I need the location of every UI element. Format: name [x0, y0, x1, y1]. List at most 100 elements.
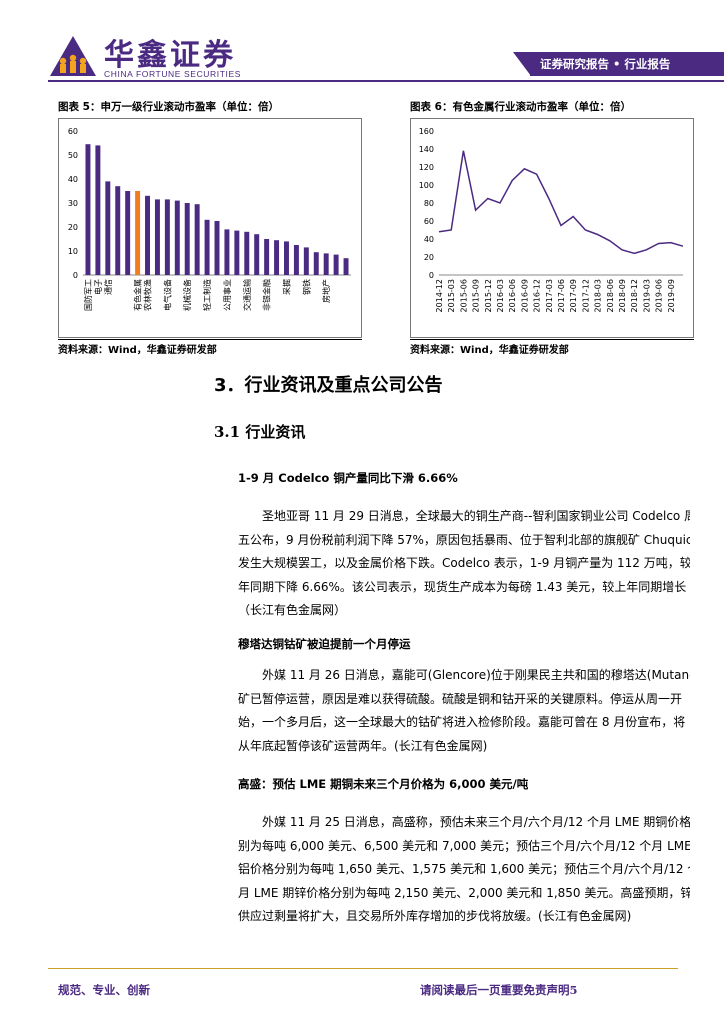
bar: [174, 200, 180, 275]
news-body: 圣地亚哥 11 月 29 日消息，全球最大的铜生产商--智利国家铜业公司 Cod…: [238, 505, 690, 623]
figure6-source: 资料来源：Wind，华鑫证券研发部: [410, 345, 569, 356]
y-tick-label: 30: [68, 199, 78, 208]
bar: [95, 145, 101, 275]
bar: [115, 186, 121, 275]
bar: [343, 258, 349, 275]
bar: [303, 247, 309, 275]
bar: [164, 199, 170, 275]
y-tick-label: 20: [68, 223, 78, 232]
bar: [313, 252, 319, 275]
bar: [194, 204, 200, 275]
x-tick-label: 钢铁: [301, 279, 311, 295]
x-tick-label: 轻工制造: [202, 279, 212, 311]
x-tick-label: 2017-12: [581, 279, 590, 312]
report-type-banner: [530, 52, 724, 76]
y-tick-label: 10: [68, 247, 78, 256]
news-line: 始，一个多月后，这一全球最大的钴矿将进入检修阶段。嘉能可曾在 8 月份宣布，将: [238, 715, 686, 729]
x-tick-label: 采掘: [281, 279, 291, 295]
news-line: 发生大规模罢工，以及金属价格下跌。Codelco 表示，1-9 月铜产量为 11…: [238, 556, 690, 570]
x-tick-label: 2015-06: [459, 279, 468, 312]
news-line: 年同期下降 6.66%。该公司表示，现货生产成本为每磅 1.43 美元，较上年同…: [238, 579, 690, 594]
x-tick-label: 电子: [93, 279, 103, 295]
news-line: 圣地亚哥 11 月 29 日消息，全球最大的铜生产商--智利国家铜业公司 Cod…: [262, 509, 690, 523]
bar: [135, 191, 141, 275]
y-tick-label: 20: [424, 253, 434, 262]
news-line: 矿已暂停运营，原因是难以获得硫酸。硫酸是铜和钴开采的关键原料。停运从周一开: [238, 691, 683, 706]
x-tick-label: 电气设备: [162, 279, 172, 311]
y-tick-label: 80: [424, 199, 434, 208]
y-tick-label: 60: [424, 217, 434, 226]
x-tick-label: 2017-03: [545, 279, 554, 312]
report-type-label: 证券研究报告 • 行业报告: [540, 57, 671, 71]
news-title: 穆塔达铜钴矿被迫提前一个月停运: [238, 637, 411, 651]
footer-disclaimer: 请阅读最后一页重要免责声明5: [420, 983, 578, 997]
y-tick-label: 140: [419, 145, 434, 154]
bar: [224, 229, 230, 275]
footer-slogan: 规范、专业、创新: [58, 983, 150, 997]
news-line: 月 LME 期锌价格分别为每吨 2,150 美元、2,000 美元和 1,850…: [238, 885, 690, 900]
figure5-caption: 图表 5：申万一级行业滚动市盈率（单位：倍）: [58, 101, 279, 113]
x-tick-label: 2019-06: [655, 279, 664, 312]
x-tick-label: 非银金融: [262, 279, 272, 311]
news-line: 铝价格分别为每吨 1,650 美元、1,575 美元和 1,600 美元；预估三…: [238, 862, 690, 876]
brand-name-en: CHINA FORTUNE SECURITIES: [104, 69, 242, 79]
figure5-source-rule: [58, 339, 362, 340]
y-tick-label: 160: [419, 127, 434, 136]
bar: [234, 230, 240, 275]
bar: [85, 144, 91, 275]
news-line: 别为每吨 6,000 美元、6,500 美元和 7,000 美元；预估三个月/六…: [238, 838, 690, 853]
news-body: 外媒 11 月 25 日消息，高盛称，预估未来三个月/六个月/12 个月 LME…: [238, 811, 690, 929]
x-tick-label: 通信: [103, 279, 113, 295]
y-tick-label: 60: [68, 127, 78, 136]
x-tick-label: 2015-12: [484, 279, 493, 312]
bar: [244, 231, 250, 275]
x-tick-label: 机械设备: [182, 279, 192, 311]
bar: [333, 254, 339, 275]
bar: [105, 181, 111, 275]
x-tick-label: 2018-03: [594, 279, 603, 312]
y-tick-label: 120: [419, 163, 434, 172]
bar: [184, 203, 190, 275]
news-line: （长江有色金属网）: [238, 603, 347, 617]
y-tick-label: 0: [73, 271, 78, 280]
y-tick-label: 40: [424, 235, 434, 244]
news-line: 从年底起暂停该矿运营两年。(长江有色金属网): [238, 738, 488, 753]
x-tick-label: 2018-06: [606, 279, 615, 312]
bar: [204, 219, 210, 275]
bar: [154, 199, 160, 275]
x-tick-label: 交通运输: [242, 279, 252, 311]
series-line: [438, 150, 684, 255]
news-body: 外媒 11 月 26 日消息，嘉能可(Glencore)位于刚果民主共和国的穆塔…: [238, 664, 690, 758]
x-tick-label: 国防军工: [83, 279, 93, 311]
banner-slant: [513, 52, 531, 76]
news-title: 高盛：预估 LME 期铜未来三个月价格为 6,000 美元/吨: [238, 777, 529, 791]
news-line: 五公布，9 月份税前利润下降 57%，原因包括暴雨、位于智利北部的旗舰矿 Chu…: [238, 532, 690, 547]
y-tick-label: 50: [68, 151, 78, 160]
news-line: 外媒 11 月 25 日消息，高盛称，预估未来三个月/六个月/12 个月 LME…: [262, 815, 690, 829]
news-line: 供应过剩量将扩大，且交易所外库存增加的步伐将放缓。(长江有色金属网): [238, 909, 632, 923]
x-tick-label: 2016-06: [508, 279, 517, 312]
x-tick-label: 2016-03: [496, 279, 505, 312]
footer-divider: [48, 968, 678, 969]
y-tick-label: 100: [419, 181, 434, 190]
industry-pe-bar-chart: 0 10 20 30 40 50 60 国防军工 电子 通信 有色金属 农林牧渔 电气设备 机械设备 轻工制…: [68, 127, 351, 311]
x-tick-label: 2016-09: [520, 279, 529, 312]
x-tick-label: 公用事业: [222, 279, 232, 311]
figure6-frame: 0 20 40 60 80 100 120 140 160 2014-12 2015-03 2015-…: [410, 118, 694, 338]
x-tick-label: 农林牧渔: [143, 279, 153, 311]
y-tick-label: 0: [429, 271, 434, 280]
bar: [264, 239, 270, 275]
bar: [293, 245, 299, 275]
bar: [214, 221, 220, 275]
bar: [323, 253, 329, 275]
figure6-source-rule: [410, 339, 694, 340]
bar: [254, 234, 260, 275]
bar: [125, 191, 131, 275]
figure6-caption: 图表 6：有色金属行业滚动市盈率（单位：倍）: [410, 101, 631, 113]
x-tick-label: 2015-03: [447, 279, 456, 312]
figure5-frame: 0 10 20 30 40 50 60 国防军工 电子 通信 有色金属 农林牧渔 电气设备 机械设备 轻工制…: [58, 118, 362, 338]
brand-name-cn: 华鑫证券: [104, 38, 236, 73]
y-tick-label: 40: [68, 175, 78, 184]
x-tick-label: 2019-03: [642, 279, 651, 312]
